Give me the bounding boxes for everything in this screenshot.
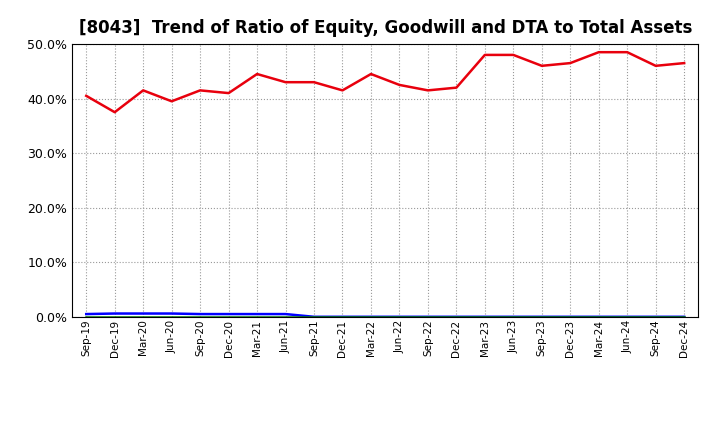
Equity <box>196 88 204 93</box>
Deferred Tax Assets <box>595 314 603 319</box>
Deferred Tax Assets <box>82 314 91 319</box>
Equity <box>595 50 603 55</box>
Deferred Tax Assets <box>452 314 461 319</box>
Equity <box>652 63 660 69</box>
Goodwill <box>395 314 404 319</box>
Equity <box>680 60 688 66</box>
Deferred Tax Assets <box>652 314 660 319</box>
Deferred Tax Assets <box>480 314 489 319</box>
Equity <box>366 71 375 77</box>
Deferred Tax Assets <box>196 314 204 319</box>
Deferred Tax Assets <box>253 314 261 319</box>
Deferred Tax Assets <box>310 314 318 319</box>
Goodwill <box>480 314 489 319</box>
Goodwill <box>310 314 318 319</box>
Deferred Tax Assets <box>537 314 546 319</box>
Equity <box>253 71 261 77</box>
Deferred Tax Assets <box>566 314 575 319</box>
Goodwill <box>225 312 233 317</box>
Goodwill <box>566 314 575 319</box>
Equity <box>423 88 432 93</box>
Deferred Tax Assets <box>167 314 176 319</box>
Deferred Tax Assets <box>680 314 688 319</box>
Equity <box>167 99 176 104</box>
Equity <box>509 52 518 58</box>
Goodwill <box>139 311 148 316</box>
Goodwill <box>423 314 432 319</box>
Deferred Tax Assets <box>366 314 375 319</box>
Equity <box>537 63 546 69</box>
Equity <box>310 80 318 85</box>
Line: Equity: Equity <box>86 52 684 112</box>
Equity <box>395 82 404 88</box>
Goodwill <box>167 311 176 316</box>
Deferred Tax Assets <box>282 314 290 319</box>
Deferred Tax Assets <box>395 314 404 319</box>
Goodwill <box>282 312 290 317</box>
Goodwill <box>509 314 518 319</box>
Goodwill <box>366 314 375 319</box>
Equity <box>452 85 461 90</box>
Deferred Tax Assets <box>139 314 148 319</box>
Goodwill <box>82 312 91 317</box>
Goodwill <box>652 314 660 319</box>
Goodwill <box>623 314 631 319</box>
Goodwill <box>452 314 461 319</box>
Deferred Tax Assets <box>225 314 233 319</box>
Equity <box>225 91 233 96</box>
Goodwill <box>196 312 204 317</box>
Deferred Tax Assets <box>338 314 347 319</box>
Equity <box>480 52 489 58</box>
Deferred Tax Assets <box>509 314 518 319</box>
Equity <box>139 88 148 93</box>
Deferred Tax Assets <box>423 314 432 319</box>
Equity <box>623 50 631 55</box>
Goodwill <box>338 314 347 319</box>
Line: Goodwill: Goodwill <box>86 314 684 317</box>
Equity <box>110 110 119 115</box>
Equity <box>282 80 290 85</box>
Goodwill <box>680 314 688 319</box>
Goodwill <box>595 314 603 319</box>
Goodwill <box>110 311 119 316</box>
Goodwill <box>253 312 261 317</box>
Equity <box>566 60 575 66</box>
Goodwill <box>537 314 546 319</box>
Deferred Tax Assets <box>623 314 631 319</box>
Title: [8043]  Trend of Ratio of Equity, Goodwill and DTA to Total Assets: [8043] Trend of Ratio of Equity, Goodwil… <box>78 19 692 37</box>
Deferred Tax Assets <box>110 314 119 319</box>
Equity <box>82 93 91 99</box>
Equity <box>338 88 347 93</box>
